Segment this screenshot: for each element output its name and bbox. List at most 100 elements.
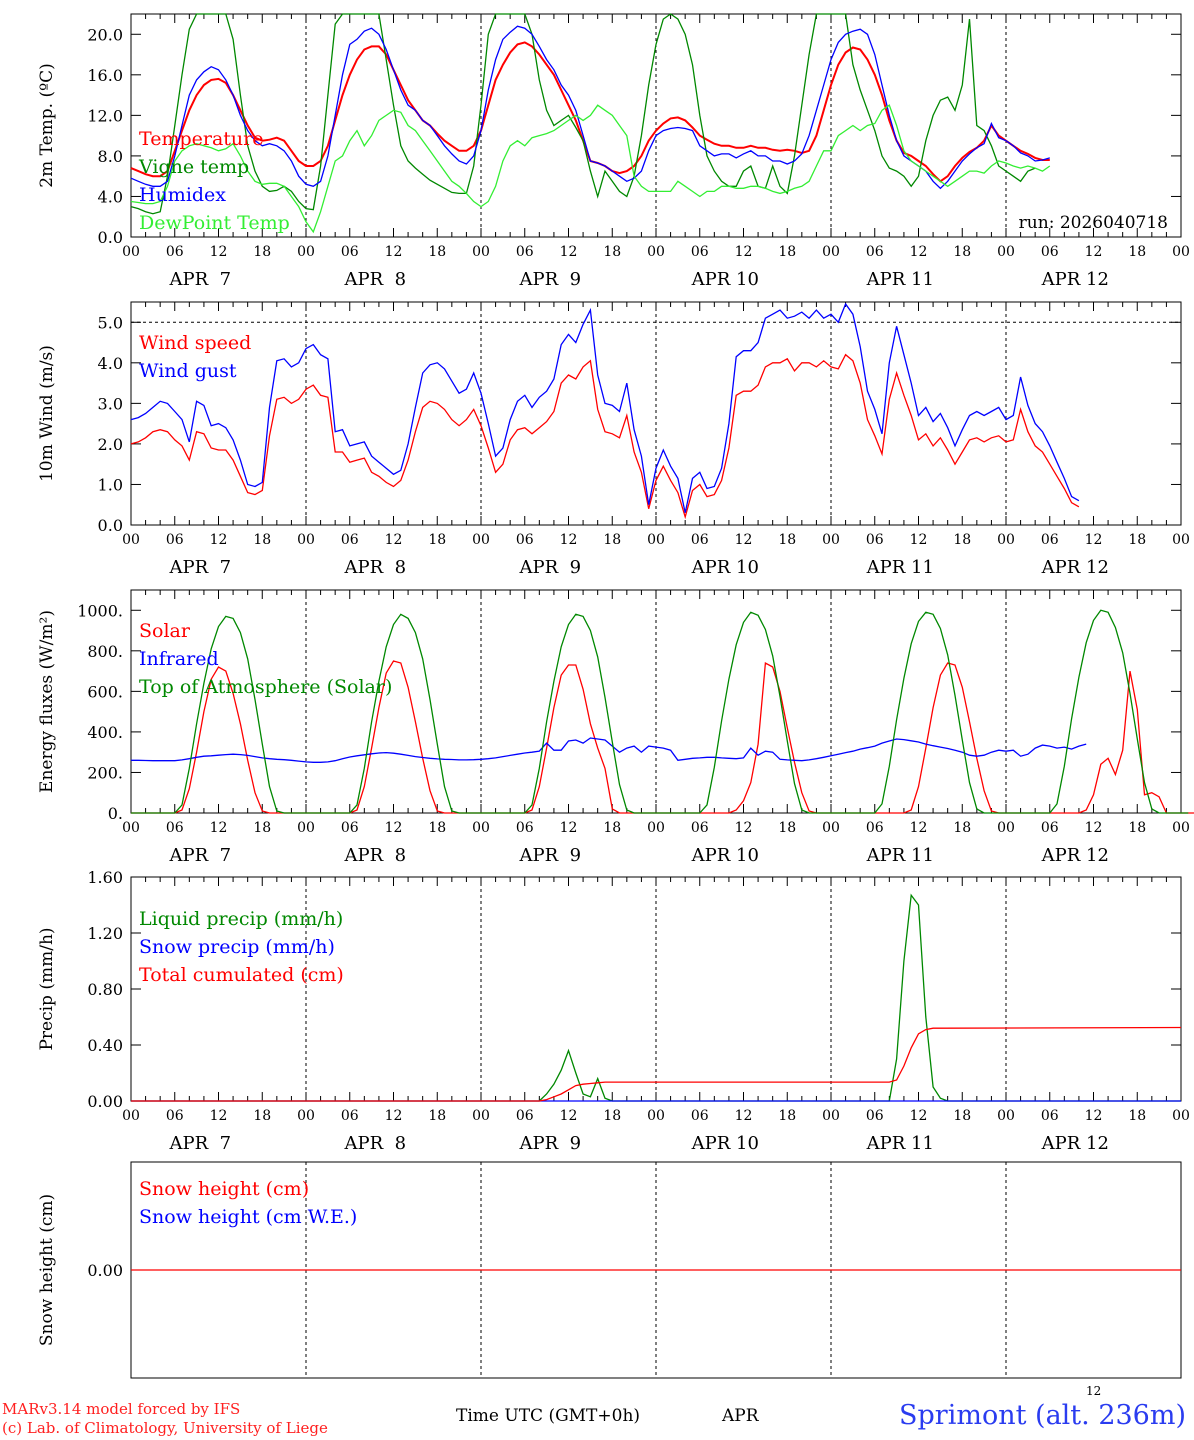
x-tick-label: 00: [1172, 820, 1190, 836]
x-tick-label: 00: [297, 532, 315, 548]
x-tick-label: 06: [341, 820, 359, 836]
x-tick-label: 00: [1172, 244, 1190, 260]
series-liquid-precip-mm-h-line: [131, 893, 1181, 1102]
y-tick-label: 0.0: [98, 516, 123, 535]
y-tick-label: 2.0: [98, 435, 123, 454]
x-tick-label: 06: [516, 244, 534, 260]
y-axis-title: Energy fluxes (W/m²): [37, 610, 57, 793]
x-tick-label: 00: [122, 1108, 140, 1124]
x-tick-label: 00: [472, 1108, 490, 1124]
day-number-label: 12: [1086, 1384, 1102, 1398]
legend-entry: Top of Atmosphere (Solar): [139, 676, 392, 698]
x-tick-label: 18: [253, 1108, 271, 1124]
day-label: APR 8: [343, 269, 406, 290]
legend-entry: Total cumulated (cm): [139, 964, 344, 986]
y-tick-label: 800.: [87, 642, 123, 661]
x-tick-label: 18: [953, 820, 971, 836]
x-tick-label: 18: [1128, 1108, 1146, 1124]
panel-frame: [130, 589, 1182, 814]
model-credit: MARv3.14 model forced by IFS: [2, 1400, 241, 1418]
x-tick-label: 12: [385, 820, 403, 836]
x-tick-label: 06: [866, 532, 884, 548]
x-tick-label: 12: [735, 244, 753, 260]
x-tick-label: 06: [166, 1108, 184, 1124]
y-tick-label: 600.: [87, 682, 123, 701]
y-tick-label: 1.60: [87, 868, 123, 887]
x-tick-label: 12: [910, 820, 928, 836]
x-tick-label: 06: [341, 1108, 359, 1124]
y-tick-label: 3.0: [98, 394, 123, 413]
x-tick-label: 18: [778, 244, 796, 260]
x-tick-label: 18: [778, 820, 796, 836]
x-tick-label: 00: [472, 532, 490, 548]
y-tick-label: 12.0: [87, 106, 123, 125]
y-tick-label: 0.40: [87, 1036, 123, 1055]
legend-entry: Infrared: [139, 648, 219, 670]
y-axis-title: Snow height (cm): [37, 1194, 57, 1346]
x-tick-label: 18: [603, 244, 621, 260]
y-tick-label: 5.0: [98, 313, 123, 332]
series-wind-gust-line: [130, 302, 1080, 513]
legend-entry: DewPoint Temp: [139, 212, 290, 234]
legend-entry: Humidex: [139, 184, 226, 206]
x-tick-label: 00: [122, 532, 140, 548]
x-tick-label: 18: [253, 820, 271, 836]
day-label: APR 9: [518, 845, 581, 866]
day-label: APR 7: [168, 269, 231, 290]
day-label: APR 11: [866, 1133, 934, 1154]
legend-entry: Snow precip (mm/h): [139, 936, 335, 958]
run-annotation: run: 2026040718: [1019, 213, 1168, 233]
x-tick-label: 00: [297, 1108, 315, 1124]
y-tick-label: 1.20: [87, 924, 123, 943]
month-label: APR: [722, 1406, 759, 1426]
day-label: APR 10: [691, 1133, 759, 1154]
x-tick-label: 06: [691, 820, 709, 836]
x-tick-label: 12: [385, 1108, 403, 1124]
x-tick-label: 00: [647, 820, 665, 836]
x-tick-label: 06: [166, 244, 184, 260]
legend-entry: Liquid precip (mm/h): [139, 908, 343, 930]
x-tick-label: 00: [997, 820, 1015, 836]
x-tick-label: 18: [953, 532, 971, 548]
legend-entry: Wind speed: [139, 332, 251, 354]
y-tick-label: 0.00: [87, 1261, 123, 1280]
x-tick-label: 12: [735, 820, 753, 836]
x-tick-label: 18: [428, 244, 446, 260]
series-top-of-atmosphere-solar-line: [131, 609, 1189, 814]
x-tick-label: 06: [866, 244, 884, 260]
legend-entry: Vigne temp: [138, 156, 249, 178]
x-tick-label: 18: [253, 532, 271, 548]
x-tick-label: 06: [691, 244, 709, 260]
x-tick-label: 06: [1041, 820, 1059, 836]
x-tick-label: 12: [910, 532, 928, 548]
y-tick-label: 4.0: [98, 187, 123, 206]
day-label: APR 7: [168, 845, 231, 866]
day-label: APR 12: [1041, 269, 1109, 290]
x-tick-label: 12: [735, 1108, 753, 1124]
day-label: APR 9: [518, 557, 581, 578]
x-tick-label: 00: [822, 820, 840, 836]
y-tick-label: 4.0: [98, 354, 123, 373]
station-title: Sprimont (alt. 236m): [899, 1400, 1186, 1431]
series-vigne-temp-line: [130, 13, 1036, 215]
x-tick-label: 12: [560, 244, 578, 260]
x-tick-label: 00: [1172, 532, 1190, 548]
x-tick-label: 12: [210, 532, 228, 548]
x-tick-label: 00: [647, 244, 665, 260]
x-tick-label: 18: [428, 1108, 446, 1124]
x-tick-label: 00: [472, 820, 490, 836]
day-label: APR 8: [343, 845, 406, 866]
x-tick-label: 06: [341, 244, 359, 260]
day-label: APR 9: [518, 269, 581, 290]
x-tick-label: 12: [210, 244, 228, 260]
series-wind-speed-line: [130, 353, 1080, 520]
day-label: APR 10: [691, 557, 759, 578]
x-tick-label: 06: [866, 820, 884, 836]
x-tick-label: 18: [253, 244, 271, 260]
x-tick-label: 00: [647, 532, 665, 548]
legend-entry: Temperature: [139, 128, 263, 150]
day-label: APR 7: [168, 1133, 231, 1154]
x-tick-label: 00: [297, 244, 315, 260]
x-tick-label: 00: [822, 1108, 840, 1124]
x-tick-label: 12: [560, 1108, 578, 1124]
